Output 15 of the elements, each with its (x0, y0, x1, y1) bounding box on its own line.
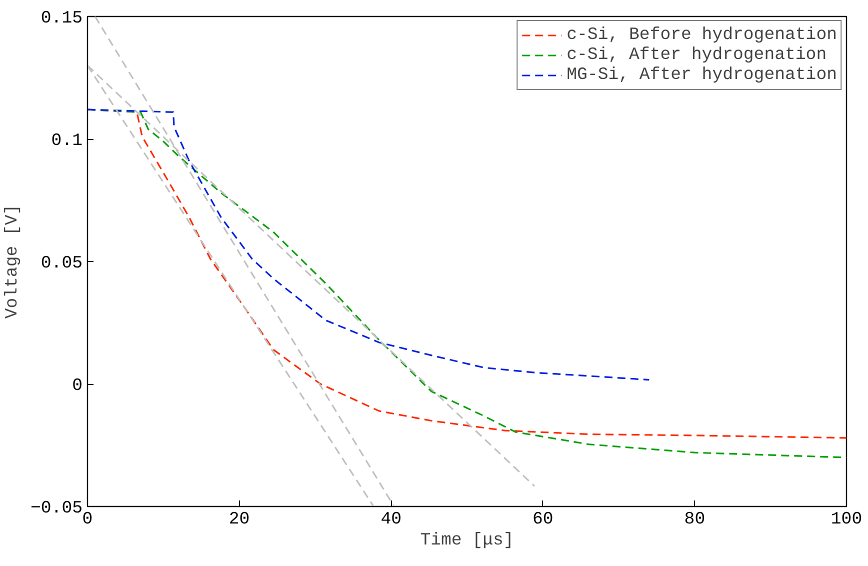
legend-label: c-Si, Before hydrogenation (566, 26, 837, 44)
x-tick-label: 100 (830, 510, 862, 530)
x-tick-label: 80 (684, 510, 706, 530)
y-tick-label: 0 (72, 377, 83, 396)
y-tick-label: 0.1 (51, 132, 83, 151)
legend-label: MG-Si, After hydrogenation (566, 66, 837, 84)
x-tick-label: 20 (228, 510, 250, 530)
y-tick-label: 0.15 (40, 10, 83, 28)
y-tick-label: 0.05 (40, 254, 83, 274)
y-tick-label: −0.05 (30, 500, 83, 518)
x-tick-label: 40 (380, 510, 402, 530)
x-axis-title: Time [μs] (420, 532, 514, 550)
legend-label: c-Si, After hydrogenation (566, 46, 827, 64)
y-axis-title: Voltage [V] (4, 204, 23, 319)
x-tick-label: 60 (532, 510, 554, 530)
